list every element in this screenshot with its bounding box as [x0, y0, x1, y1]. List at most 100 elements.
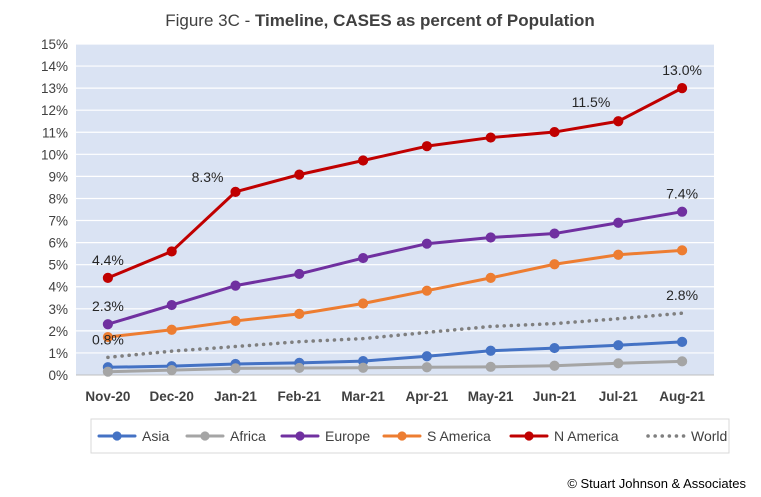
- legend-label-europe: Europe: [325, 428, 370, 444]
- data-point-n-america: [102, 272, 114, 284]
- y-tick-label: 14%: [41, 59, 68, 74]
- chart-title: Figure 3C - Timeline, CASES as percent o…: [165, 11, 595, 30]
- x-tick-label: Apr-21: [406, 389, 449, 404]
- legend-label-n-america: N America: [554, 428, 619, 444]
- legend-label-africa: Africa: [230, 428, 266, 444]
- series-line-s-america: [106, 248, 684, 339]
- data-label: 4.4%: [92, 252, 124, 268]
- plot-area: 0% 1% 2% 3% 4% 5% 6% 7% 8% 9% 10% 11% 12% 13% 14% 15% No…: [41, 37, 714, 404]
- legend-marker-n-america: [524, 431, 534, 441]
- legend-marker-asia: [112, 431, 122, 441]
- data-point-europe: [549, 228, 560, 239]
- x-tick-label: Feb-21: [278, 389, 322, 404]
- data-label: 13.0%: [662, 62, 702, 78]
- data-point-africa: [230, 363, 241, 374]
- copyright-notice: © Stuart Johnson & Associates: [567, 476, 746, 491]
- data-point-s-america: [485, 272, 496, 284]
- legend-label-s-america: S America: [427, 428, 491, 444]
- data-label: 11.5%: [572, 94, 611, 110]
- data-point-s-america: [358, 298, 369, 309]
- data-point-n-america: [421, 141, 432, 152]
- data-point-n-america: [485, 132, 496, 143]
- data-point-n-america: [294, 169, 305, 180]
- series-line-n-america: [106, 86, 684, 280]
- data-point-africa: [166, 365, 177, 376]
- data-point-africa: [421, 362, 432, 373]
- data-point-s-america: [166, 324, 177, 335]
- legend-marker-s-america: [397, 431, 407, 441]
- data-point-africa: [294, 362, 305, 374]
- series-line-africa: [106, 359, 684, 374]
- plot-background: [76, 44, 714, 375]
- y-tick-label: 15%: [41, 37, 68, 52]
- y-tick-label: 7%: [48, 214, 68, 229]
- data-point-europe: [294, 268, 305, 280]
- chart-title-main: Timeline, CASES as percent of Population: [255, 11, 595, 30]
- x-tick-label: Jan-21: [214, 389, 257, 404]
- series-line-europe: [106, 210, 684, 326]
- data-point-europe: [102, 319, 114, 330]
- data-point-europe: [485, 232, 496, 243]
- data-point-europe: [166, 299, 177, 311]
- y-tick-label: 13%: [41, 81, 68, 96]
- data-point-africa: [102, 366, 114, 377]
- x-tick-label: Jun-21: [533, 389, 577, 404]
- legend-marker-europe: [295, 431, 305, 441]
- y-tick-label: 5%: [48, 258, 68, 273]
- x-tick-label: Aug-21: [659, 389, 705, 404]
- y-tick-label: 11%: [42, 125, 68, 140]
- data-point-africa: [677, 356, 688, 367]
- data-point-s-america: [677, 245, 688, 256]
- y-tick-label: 9%: [48, 169, 68, 184]
- data-point-n-america: [613, 116, 624, 127]
- y-tick-label: 10%: [41, 147, 68, 162]
- y-tick-label: 6%: [48, 236, 68, 251]
- data-point-asia: [677, 336, 688, 347]
- legend-label-asia: Asia: [142, 428, 169, 444]
- data-label: 8.3%: [192, 169, 224, 185]
- data-label: 2.3%: [92, 298, 124, 314]
- data-point-s-america: [294, 308, 305, 319]
- data-point-s-america: [549, 259, 560, 270]
- data-point-asia: [485, 345, 496, 356]
- data-point-asia: [613, 340, 624, 351]
- y-tick-label: 4%: [48, 280, 68, 295]
- data-point-europe: [230, 280, 241, 291]
- chart-title-prefix: Figure 3C -: [165, 11, 255, 30]
- data-label: 0.8%: [92, 331, 124, 347]
- y-tick-label: 1%: [48, 346, 68, 361]
- data-point-s-america: [102, 331, 114, 343]
- data-point-n-america: [549, 126, 560, 138]
- data-point-europe: [421, 238, 432, 249]
- data-point-africa: [485, 361, 496, 372]
- x-tick-label: Mar-21: [341, 389, 385, 404]
- data-point-n-america: [358, 155, 369, 166]
- data-point-s-america: [421, 285, 432, 296]
- data-point-n-america: [677, 83, 688, 94]
- series-line-asia: [106, 340, 684, 369]
- y-tick-label: 2%: [48, 324, 68, 339]
- y-tick-label: 12%: [41, 103, 68, 118]
- data-point-asia: [549, 342, 560, 354]
- data-label: 7.4%: [666, 186, 698, 202]
- x-tick-label: Dec-20: [150, 389, 194, 404]
- data-point-africa: [358, 362, 369, 373]
- data-point-europe: [677, 206, 688, 217]
- data-point-europe: [358, 252, 369, 264]
- legend: Asia Africa Europe S America N America World: [90, 418, 730, 454]
- x-tick-label: May-21: [468, 389, 514, 404]
- y-tick-label: 8%: [48, 191, 68, 206]
- legend-marker-africa: [200, 431, 210, 441]
- y-tick-label: 0%: [48, 368, 68, 383]
- data-point-africa: [613, 358, 624, 369]
- x-tick-label: Nov-20: [85, 389, 130, 404]
- legend-label-world: World: [691, 428, 727, 444]
- data-point-n-america: [230, 186, 241, 197]
- data-point-s-america: [613, 249, 624, 260]
- data-point-s-america: [230, 315, 241, 327]
- data-point-europe: [613, 217, 624, 228]
- x-tick-label: Jul-21: [599, 389, 639, 404]
- data-point-africa: [549, 360, 560, 371]
